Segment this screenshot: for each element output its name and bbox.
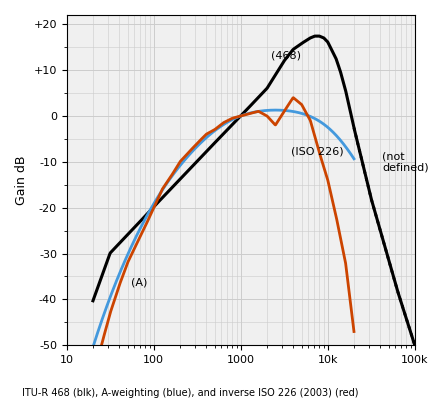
Text: (ISO 226): (ISO 226) (291, 147, 344, 157)
Text: (468): (468) (270, 50, 301, 60)
Y-axis label: Gain dB: Gain dB (15, 155, 28, 205)
Text: (not
defined): (not defined) (382, 151, 428, 173)
Text: (A): (A) (131, 278, 147, 288)
Text: ITU-R 468 (blk), A-weighting (blue), and inverse ISO 226 (2003) (red): ITU-R 468 (blk), A-weighting (blue), and… (22, 388, 359, 398)
